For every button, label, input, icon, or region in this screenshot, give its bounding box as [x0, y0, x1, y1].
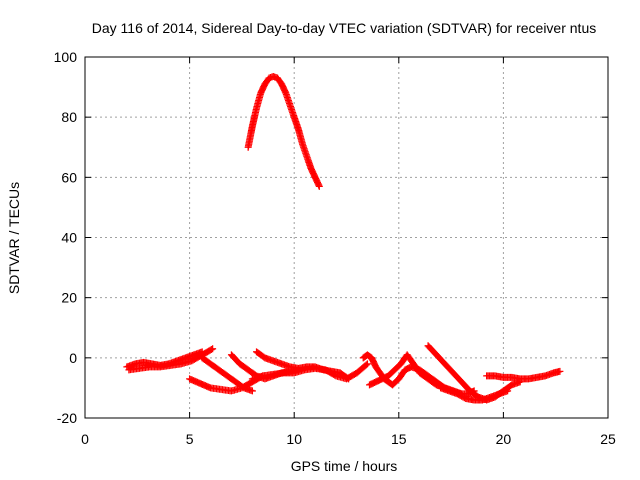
x-tick-label: 0 — [81, 431, 89, 447]
data-point — [248, 387, 256, 395]
data-point — [556, 367, 564, 375]
series-high-arc — [244, 73, 323, 190]
series-track-11 — [437, 384, 512, 404]
chart-title: Day 116 of 2014, Sidereal Day-to-day VTE… — [92, 20, 596, 36]
y-tick-label: 100 — [54, 49, 78, 65]
x-axis-label: GPS time / hours — [291, 458, 398, 474]
y-tick-label: 80 — [61, 109, 77, 125]
y-tick-label: 20 — [61, 290, 77, 306]
y-tick-label: 40 — [61, 230, 77, 246]
y-tick-label: -20 — [57, 410, 77, 426]
data-point — [343, 374, 351, 382]
data-point — [207, 346, 215, 354]
data-point — [363, 360, 371, 368]
data-point — [315, 182, 323, 190]
x-tick-label: 15 — [391, 431, 407, 447]
series-track-10 — [424, 342, 524, 404]
data-point — [345, 375, 353, 383]
series-track-2 — [125, 345, 217, 374]
y-axis-label: SDTVAR / TECUs — [6, 182, 22, 294]
series-track-7 — [253, 348, 353, 383]
x-tick-label: 25 — [600, 431, 616, 447]
y-tick-label: 60 — [61, 169, 77, 185]
series-track-4 — [198, 354, 256, 395]
data-point — [504, 387, 512, 395]
x-tick-label: 10 — [286, 431, 302, 447]
data-point — [362, 361, 370, 369]
data-point — [209, 345, 217, 353]
data-points — [123, 73, 564, 404]
x-tick-label: 5 — [186, 431, 194, 447]
x-tick-label: 20 — [496, 431, 512, 447]
y-tick-label: 0 — [69, 350, 77, 366]
series-track-12 — [483, 367, 564, 383]
